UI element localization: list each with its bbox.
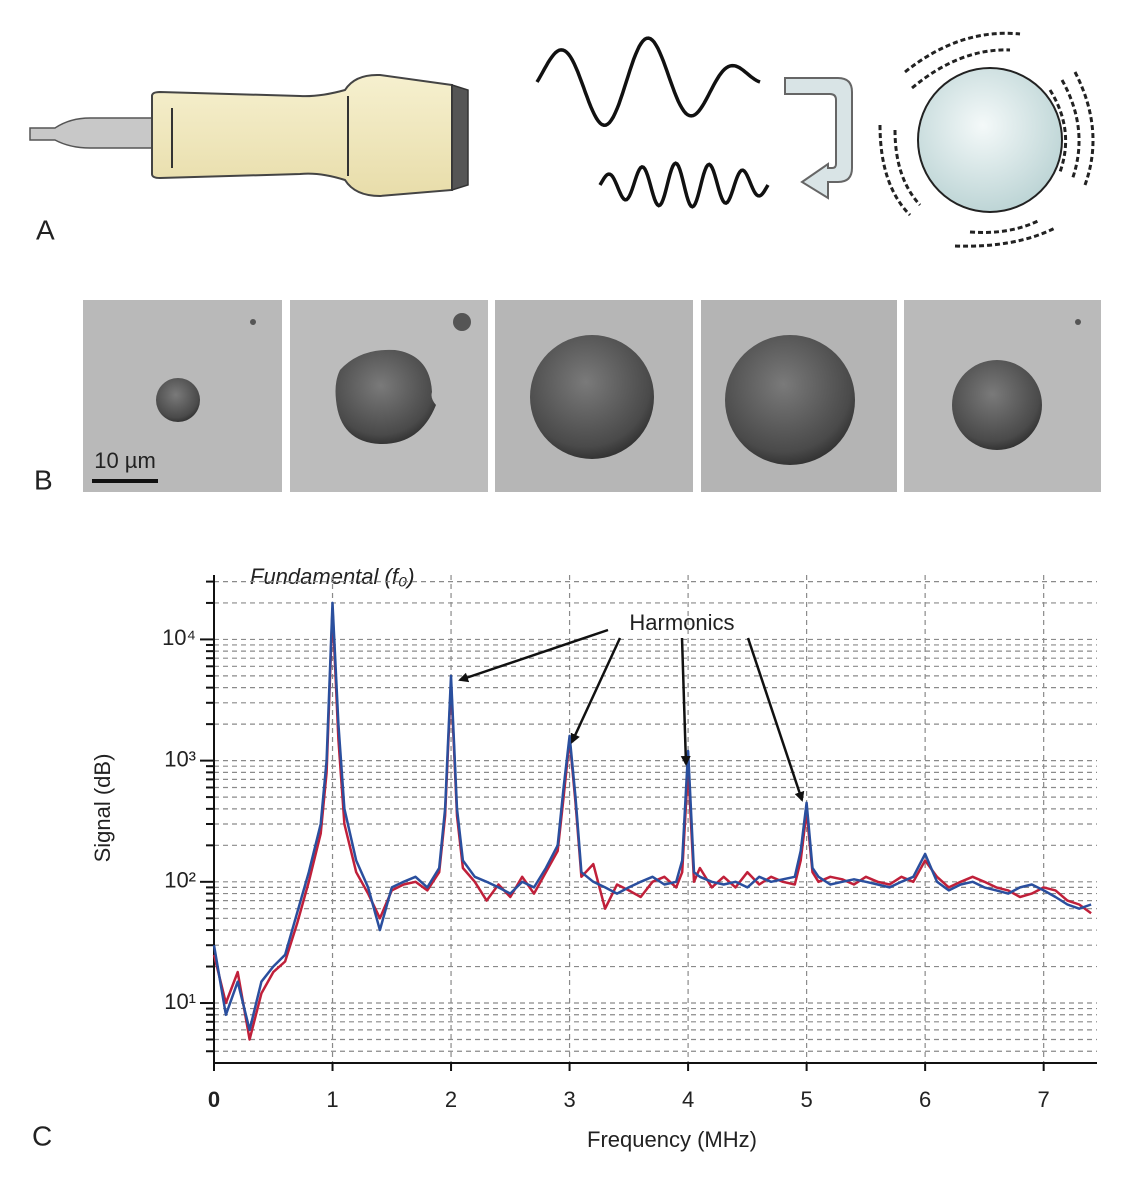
panel-label: C (32, 1120, 52, 1151)
harmonic-wave (598, 161, 770, 209)
micrographs (83, 300, 1101, 492)
x-tick-label: 1 (326, 1087, 338, 1112)
series-line (212, 607, 1092, 1041)
x-tick-label: 4 (682, 1087, 694, 1112)
x-tick-label: 0 (208, 1087, 220, 1112)
panel-label: A (36, 214, 55, 245)
reflection-arrow (784, 77, 853, 200)
y-tick-label: 10² (164, 868, 196, 893)
series-line (212, 601, 1092, 1032)
probe (29, 73, 469, 198)
annotation: Harmonics (629, 610, 734, 635)
x-tick-label: 5 (800, 1087, 812, 1112)
fundamental-wave (535, 36, 761, 127)
annotation-arrows (458, 628, 805, 802)
y-axis-label: Signal (dB) (90, 754, 115, 863)
microbubble (878, 31, 1095, 248)
plot-area: 10¹ 10² 10³ 10⁴ 0 1 2 3 4 5 6 7 (162, 575, 1097, 1112)
scale-bar-label: 10 µm (94, 448, 156, 473)
x-axis-label: Frequency (MHz) (587, 1127, 757, 1152)
y-tick-label: 10¹ (164, 989, 196, 1014)
x-tick-label: 7 (1038, 1087, 1050, 1112)
x-tick-label: 2 (445, 1087, 457, 1112)
y-tick-label: 10³ (164, 746, 196, 771)
x-tick-label: 3 (563, 1087, 575, 1112)
panel-label: B (34, 464, 53, 495)
x-tick-label: 6 (919, 1087, 931, 1112)
y-tick-label: 10⁴ (162, 625, 196, 650)
